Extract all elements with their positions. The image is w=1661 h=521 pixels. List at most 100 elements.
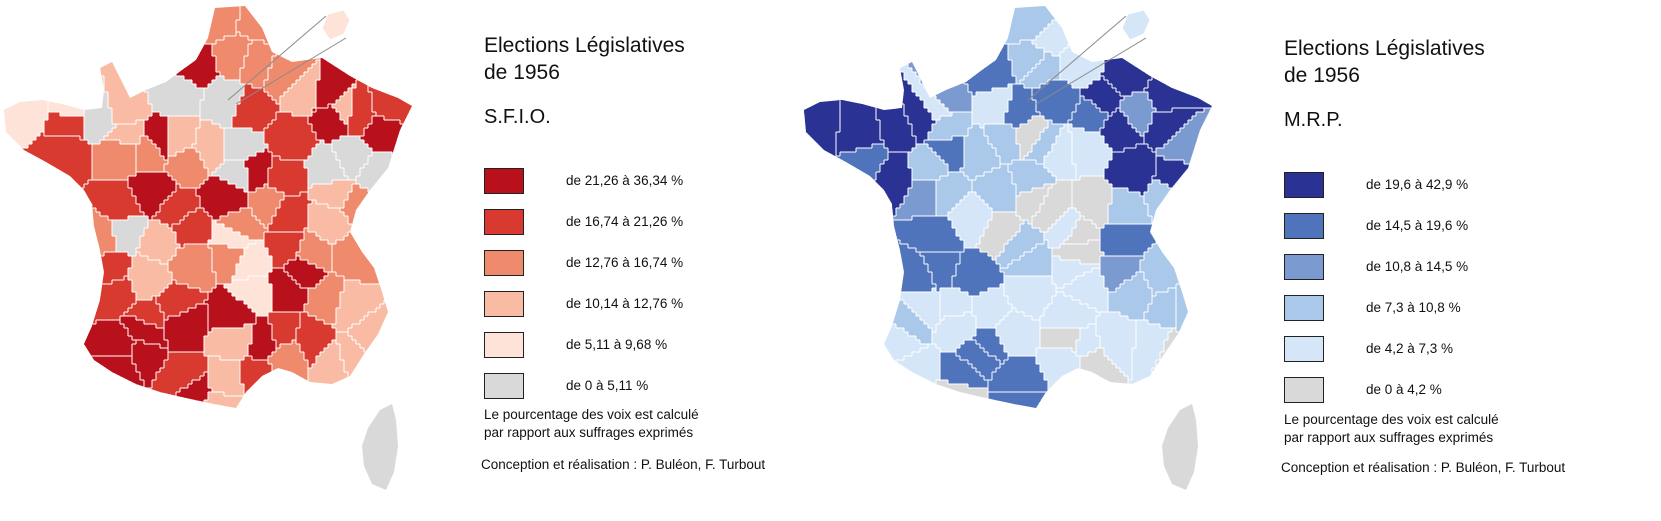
departement-cell [136, 120, 141, 125]
departement-cell [308, 160, 313, 165]
departement-cell [40, 136, 45, 141]
departement-cell [416, 168, 421, 173]
departement-cell [76, 188, 81, 193]
departement-cell [380, 92, 385, 97]
departement-cell [116, 60, 121, 65]
departement-cell [24, 12, 29, 17]
departement-cell [212, 148, 217, 153]
departement-cell [132, 0, 137, 5]
departement-cell [164, 64, 169, 69]
departement-cell [80, 44, 85, 49]
departement-cell [236, 108, 241, 113]
departement-cell [248, 144, 253, 149]
departement-cell [212, 12, 217, 17]
departement-cell [72, 12, 77, 17]
departement-cell [128, 152, 133, 157]
departement-cell [180, 120, 185, 125]
departement-cell [208, 76, 213, 81]
departement-cell [396, 16, 401, 21]
departement-cell [104, 84, 109, 89]
departement-cell [76, 28, 81, 33]
departement-cell [84, 36, 89, 41]
departement-cell [288, 12, 293, 17]
departement-cell [96, 104, 101, 109]
departement-cell [380, 52, 385, 57]
departement-cell [380, 32, 385, 37]
departement-cell [108, 172, 113, 177]
departement-cell [208, 80, 213, 85]
departement-cell [8, 136, 13, 141]
departement-cell [156, 84, 161, 89]
departement-cell [272, 24, 277, 29]
departement-cell [204, 88, 209, 93]
departement-cell [196, 112, 201, 117]
departement-cell [36, 140, 41, 145]
departement-cell [156, 80, 161, 85]
departement-cell [60, 60, 65, 65]
departement-cell [20, 108, 25, 113]
departement-cell [296, 0, 301, 5]
departement-cell [400, 152, 405, 157]
departement-cell [388, 180, 393, 185]
departement-cell [24, 6, 29, 9]
departement-cell [280, 96, 285, 101]
departement-cell [68, 128, 73, 133]
departement-cell [328, 124, 333, 129]
departement-cell [364, 44, 369, 49]
departement-cell [60, 68, 65, 73]
departement-cell [316, 164, 321, 169]
departement-cell [244, 128, 249, 133]
departement-cell [264, 124, 269, 129]
departement-cell [216, 6, 221, 9]
departement-cell [272, 48, 277, 53]
departement-cell [100, 108, 105, 113]
departement-cell [140, 100, 145, 105]
departement-cell [16, 36, 21, 41]
departement-cell [92, 20, 97, 25]
departement-cell [340, 0, 345, 5]
departement-cell [88, 180, 93, 185]
departement-cell [324, 108, 329, 113]
departement-cell [300, 40, 305, 45]
departement-cell [176, 184, 181, 189]
departement-cell [348, 6, 353, 9]
departement-cell [140, 124, 145, 129]
departement-cell [348, 128, 353, 133]
departement-cell [220, 112, 225, 117]
departement-cell [400, 6, 405, 9]
departement-cell [372, 0, 377, 5]
departement-cell [276, 44, 281, 49]
departement-cell [140, 160, 145, 165]
departement-cell [228, 116, 233, 121]
departement-cell [264, 156, 269, 161]
departement-cell [80, 88, 85, 93]
departement-cell [8, 128, 13, 133]
departement-cell [164, 108, 169, 113]
departement-cell [236, 128, 241, 133]
departement-cell [128, 148, 133, 153]
departement-cell [68, 12, 73, 17]
departement-cell [376, 164, 381, 169]
departement-cell [284, 52, 289, 57]
departement-cell [192, 6, 197, 9]
departement-cell [68, 164, 73, 169]
departement-cell [68, 60, 73, 65]
departement-cell [84, 104, 89, 109]
departement-cell [84, 40, 89, 45]
departement-cell [116, 44, 121, 49]
departement-cell [268, 184, 273, 189]
departement-cell [356, 108, 361, 113]
departement-cell [132, 108, 137, 113]
departement-cell [112, 104, 117, 109]
departement-cell [8, 72, 13, 77]
departement-cell [212, 164, 217, 169]
departement-cell [164, 44, 169, 49]
departement-cell [136, 176, 141, 181]
departement-cell [80, 84, 85, 89]
departement-cell [140, 152, 145, 157]
departement-cell [400, 76, 405, 81]
departement-cell [312, 6, 317, 9]
departement-cell [12, 72, 17, 77]
departement-cell [260, 148, 265, 153]
departement-cell [316, 176, 321, 181]
